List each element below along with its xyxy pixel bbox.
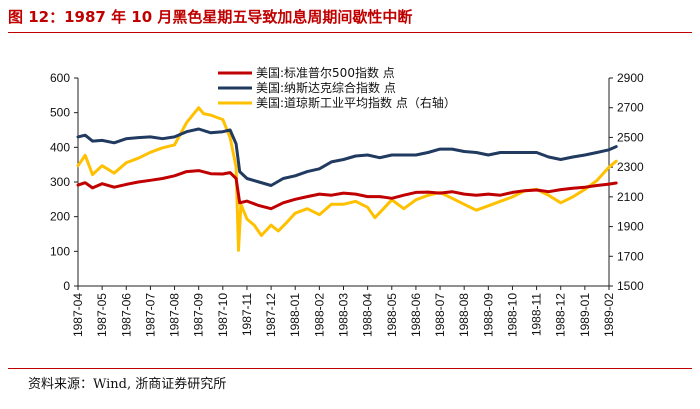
x-tick-label: 1987-10 [216, 293, 230, 337]
legend-item-nasdaq: 美国:纳斯达克综合指数 点 [218, 80, 396, 95]
x-tick-label: 1988-08 [457, 293, 471, 337]
left-tick-label: 600 [50, 71, 70, 85]
source-divider [8, 368, 692, 369]
right-y-tick-labels: 1500 1700 1900 2100 2300 2500 2700 2900 [609, 71, 644, 293]
left-tick-label: 500 [50, 106, 70, 120]
source-note: 资料来源：Wind, 浙商证券研究所 [28, 377, 227, 392]
right-tick-label: 2700 [617, 101, 644, 115]
x-tick-label: 1987-07 [143, 293, 157, 337]
left-tick-label: 0 [63, 279, 70, 293]
x-tick-label: 1988-09 [481, 293, 495, 337]
right-tick-label: 2900 [617, 71, 644, 85]
x-tick-labels: 1987-04 1987-05 1987-06 1987-07 1987-08 1987-… [71, 286, 616, 337]
x-tick-label: 1988-07 [433, 293, 447, 337]
x-tick-label: 1987-09 [192, 293, 206, 337]
x-tick-label: 1988-12 [554, 293, 568, 337]
legend-item-sp500: 美国:标准普尔500指数 点 [218, 65, 395, 80]
right-tick-label: 2300 [617, 160, 644, 174]
left-tick-label: 100 [50, 244, 70, 258]
legend-label-nasdaq: 美国:纳斯达克综合指数 点 [256, 80, 396, 95]
series-lines [76, 106, 618, 252]
x-tick-label: 1988-11 [530, 293, 544, 336]
x-tick-label: 1989-02 [602, 293, 616, 337]
series-line-nasdaq [76, 127, 618, 187]
series-line-dow [76, 106, 618, 252]
x-tick-label: 1988-02 [312, 293, 326, 337]
x-tick-label: 1988-04 [361, 293, 375, 337]
right-tick-label: 2100 [617, 190, 644, 204]
right-tick-label: 1900 [617, 220, 644, 234]
x-tick-label: 1987-08 [168, 293, 182, 337]
x-tick-label: 1987-11 [240, 293, 254, 336]
left-tick-label: 400 [50, 140, 70, 154]
x-tick-label: 1988-01 [288, 293, 302, 337]
x-tick-label: 1988-10 [505, 293, 519, 337]
x-tick-label: 1987-12 [264, 293, 278, 337]
left-tick-label: 300 [50, 175, 70, 189]
figure-title: 图 12：1987 年 10 月黑色星期五导致加息周期间歇性中断 [8, 8, 413, 26]
left-tick-label: 200 [50, 210, 70, 224]
series-line-sp500 [76, 169, 618, 211]
x-tick-label: 1987-06 [119, 293, 133, 337]
line-chart: 0 100 200 300 400 500 600 1500 1700 1900 2100 2300… [50, 65, 644, 337]
plot-area: 0 100 200 300 400 500 600 1500 1700 1900 2100 2300… [50, 71, 644, 337]
x-tick-label: 1988-06 [409, 293, 423, 337]
right-tick-label: 1700 [617, 249, 644, 263]
x-tick-label: 1988-03 [337, 293, 351, 337]
x-tick-label: 1987-04 [71, 293, 85, 337]
legend-item-dow: 美国:道琼斯工业平均指数 点（右轴） [218, 95, 456, 110]
left-y-tick-labels: 0 100 200 300 400 500 600 [50, 71, 78, 293]
legend-label-sp500: 美国:标准普尔500指数 点 [256, 65, 395, 80]
right-tick-label: 1500 [617, 279, 644, 293]
x-tick-label: 1989-01 [578, 293, 592, 337]
title-divider [8, 32, 692, 33]
legend: 美国:标准普尔500指数 点 美国:纳斯达克综合指数 点 美国:道琼斯工业平均指… [218, 65, 456, 110]
right-tick-label: 2500 [617, 130, 644, 144]
x-tick-label: 1988-05 [385, 293, 399, 337]
legend-label-dow: 美国:道琼斯工业平均指数 点（右轴） [256, 95, 456, 110]
x-tick-label: 1987-05 [95, 293, 109, 337]
